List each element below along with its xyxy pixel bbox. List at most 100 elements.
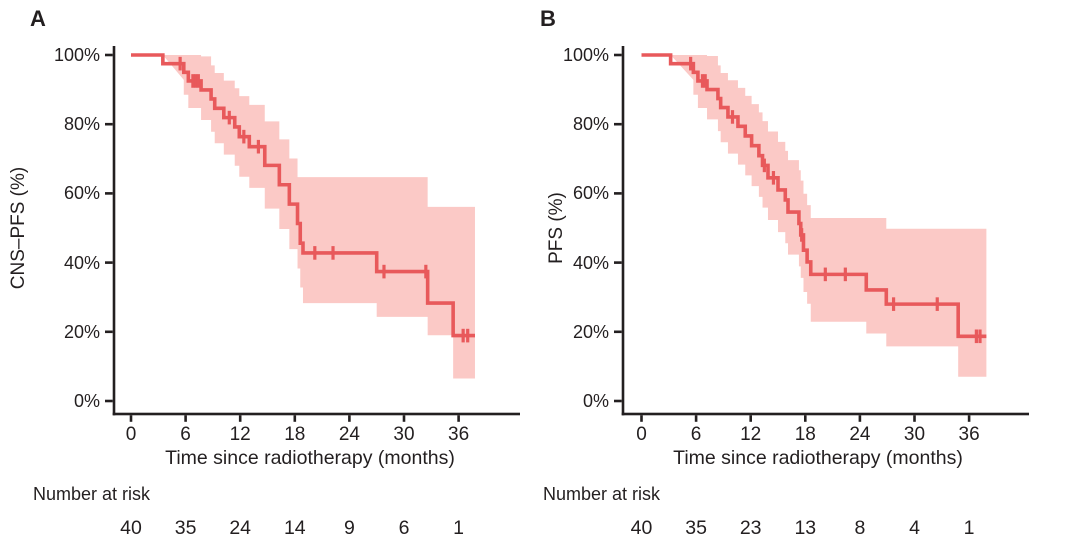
censor-mark-a <box>178 56 182 71</box>
x-tick-a <box>238 415 242 422</box>
y-tick-b <box>614 330 622 334</box>
censor-mark-a <box>227 110 231 125</box>
number-at-risk-value-b: 23 <box>739 517 762 539</box>
censor-mark-b <box>935 297 939 311</box>
y-tick-label-a: 80% <box>63 114 100 135</box>
y-tick-a <box>105 53 113 57</box>
x-tick-label-a: 36 <box>448 424 470 445</box>
censor-mark-b <box>703 74 707 88</box>
x-tick-b <box>967 415 971 422</box>
y-tick-label-b: 20% <box>572 321 609 342</box>
confidence-band-b <box>670 55 987 377</box>
x-tick-a <box>184 415 187 422</box>
panel-b-x-axis-title: Time since radiotherapy (months) <box>673 447 963 469</box>
censor-mark-b <box>974 329 978 344</box>
censor-mark-a <box>242 129 246 144</box>
x-tick-a <box>129 415 133 422</box>
censor-mark-a <box>191 74 195 88</box>
x-tick-b <box>804 415 807 422</box>
panel-a-y-axis-title: CNS–PFS (%) <box>8 166 29 290</box>
x-axis-line-b <box>621 412 1029 416</box>
panel-b-y-axis-title: PFS (%) <box>546 192 567 264</box>
censor-mark-a <box>256 139 260 154</box>
x-tick-label-b: 36 <box>958 424 980 445</box>
censor-mark-a <box>196 74 200 88</box>
x-tick-a <box>402 415 406 422</box>
number-at-risk-value-b: 40 <box>630 517 653 539</box>
y-axis-line-b <box>621 46 625 416</box>
x-tick-label-a: 12 <box>229 424 251 445</box>
panel-b-letter: B <box>540 6 556 31</box>
number-at-risk-value-b: 13 <box>794 517 817 539</box>
x-tick-label-b: 0 <box>636 424 647 445</box>
number-at-risk-value-a: 35 <box>174 517 197 539</box>
censor-mark-b <box>800 228 804 242</box>
x-tick-label-b: 6 <box>690 424 702 445</box>
y-tick-label-b: 0% <box>582 391 609 411</box>
x-tick-label-b: 30 <box>903 424 926 445</box>
censor-mark-a <box>424 264 428 279</box>
censor-mark-b <box>978 329 982 344</box>
number-at-risk-value-b: 35 <box>685 517 707 539</box>
censor-mark-a <box>313 246 317 260</box>
x-tick-b <box>858 415 862 422</box>
censor-mark-b <box>771 171 776 185</box>
number-at-risk-value-b: 8 <box>854 517 866 539</box>
x-tick-a <box>293 415 297 422</box>
y-tick-label-a: 20% <box>63 321 100 342</box>
y-tick-label-a: 60% <box>63 183 100 204</box>
number-at-risk-value-b: 4 <box>909 517 920 539</box>
x-tick-b <box>640 415 643 422</box>
censor-mark-b <box>700 74 705 88</box>
x-tick-a <box>457 415 460 422</box>
y-tick-label-a: 0% <box>73 391 100 411</box>
y-tick-label-b: 60% <box>572 183 609 204</box>
number-at-risk-value-a: 6 <box>398 517 410 539</box>
censor-mark-a <box>331 246 335 260</box>
number-at-risk-value-b: 1 <box>963 517 975 539</box>
censor-mark-b <box>689 56 693 71</box>
y-axis-line-a <box>112 46 116 416</box>
censor-mark-b <box>843 267 847 282</box>
censor-mark-a <box>466 328 470 343</box>
y-tick-b <box>614 192 622 195</box>
number-at-risk-value-a: 1 <box>453 517 465 539</box>
x-tick-label-b: 24 <box>849 424 871 445</box>
x-axis-line-a <box>112 412 520 416</box>
x-tick-a <box>348 415 351 422</box>
censor-mark-b <box>823 267 827 282</box>
panel-a-x-axis-title: Time since radiotherapy (months) <box>165 447 455 469</box>
y-tick-b <box>614 53 622 57</box>
x-tick-b <box>749 415 752 422</box>
x-tick-b <box>913 415 916 422</box>
x-tick-label-a: 30 <box>393 424 415 445</box>
x-tick-label-a: 6 <box>180 424 191 445</box>
x-tick-label-b: 18 <box>794 424 816 445</box>
y-tick-label-a: 100% <box>53 45 100 65</box>
y-tick-b <box>614 399 622 403</box>
x-tick-label-a: 18 <box>284 424 306 445</box>
x-tick-b <box>694 415 698 422</box>
x-tick-label-a: 24 <box>338 424 360 445</box>
y-tick-a <box>105 330 113 334</box>
censor-mark-a <box>194 74 198 88</box>
panel-b-number-at-risk-label: Number at risk <box>543 484 661 504</box>
censor-mark-b <box>762 158 766 173</box>
censor-mark-b <box>730 110 735 124</box>
y-tick-b <box>614 261 622 264</box>
number-at-risk-value-a: 40 <box>120 517 142 539</box>
censor-mark-a <box>382 264 386 279</box>
y-tick-label-b: 80% <box>572 114 609 135</box>
confidence-band-a <box>162 55 475 379</box>
number-at-risk-value-a: 14 <box>283 517 306 539</box>
y-tick-a <box>105 261 113 264</box>
panel-a-number-at-risk-label: Number at risk <box>33 484 151 504</box>
number-at-risk-value-a: 9 <box>343 517 355 539</box>
censor-mark-a <box>461 328 465 343</box>
y-tick-b <box>614 122 622 126</box>
y-tick-label-b: 100% <box>562 45 609 65</box>
y-tick-a <box>105 122 113 126</box>
number-at-risk-value-a: 24 <box>229 517 252 539</box>
